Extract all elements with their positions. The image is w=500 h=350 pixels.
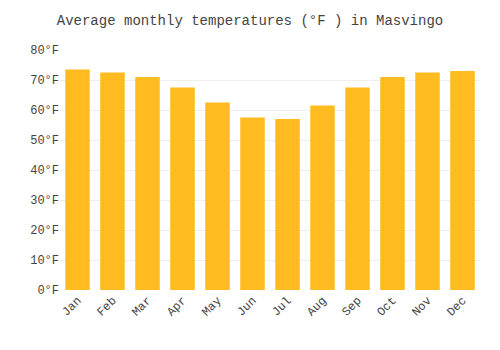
svg-text:Mar: Mar	[129, 294, 154, 319]
svg-text:Jan: Jan	[59, 294, 84, 319]
svg-text:60°F: 60°F	[30, 104, 59, 118]
svg-text:Jul: Jul	[269, 294, 294, 319]
svg-text:0°F: 0°F	[37, 284, 59, 298]
svg-text:20°F: 20°F	[30, 224, 59, 238]
svg-text:10°F: 10°F	[30, 254, 59, 268]
svg-text:Nov: Nov	[409, 294, 434, 319]
svg-text:Oct: Oct	[374, 294, 399, 319]
svg-text:Aug: Aug	[304, 294, 329, 319]
svg-text:Dec: Dec	[444, 294, 469, 319]
svg-text:70°F: 70°F	[30, 74, 59, 88]
svg-text:80°F: 80°F	[30, 44, 59, 58]
svg-text:Feb: Feb	[94, 294, 119, 319]
svg-text:50°F: 50°F	[30, 134, 59, 148]
svg-text:Sep: Sep	[339, 294, 364, 319]
svg-text:30°F: 30°F	[30, 194, 59, 208]
svg-text:Apr: Apr	[164, 294, 189, 319]
svg-text:Average monthly temperatures (: Average monthly temperatures (°F ) in Ma…	[57, 13, 443, 29]
svg-text:May: May	[199, 294, 224, 319]
svg-text:Jun: Jun	[234, 294, 259, 319]
svg-text:40°F: 40°F	[30, 164, 59, 178]
